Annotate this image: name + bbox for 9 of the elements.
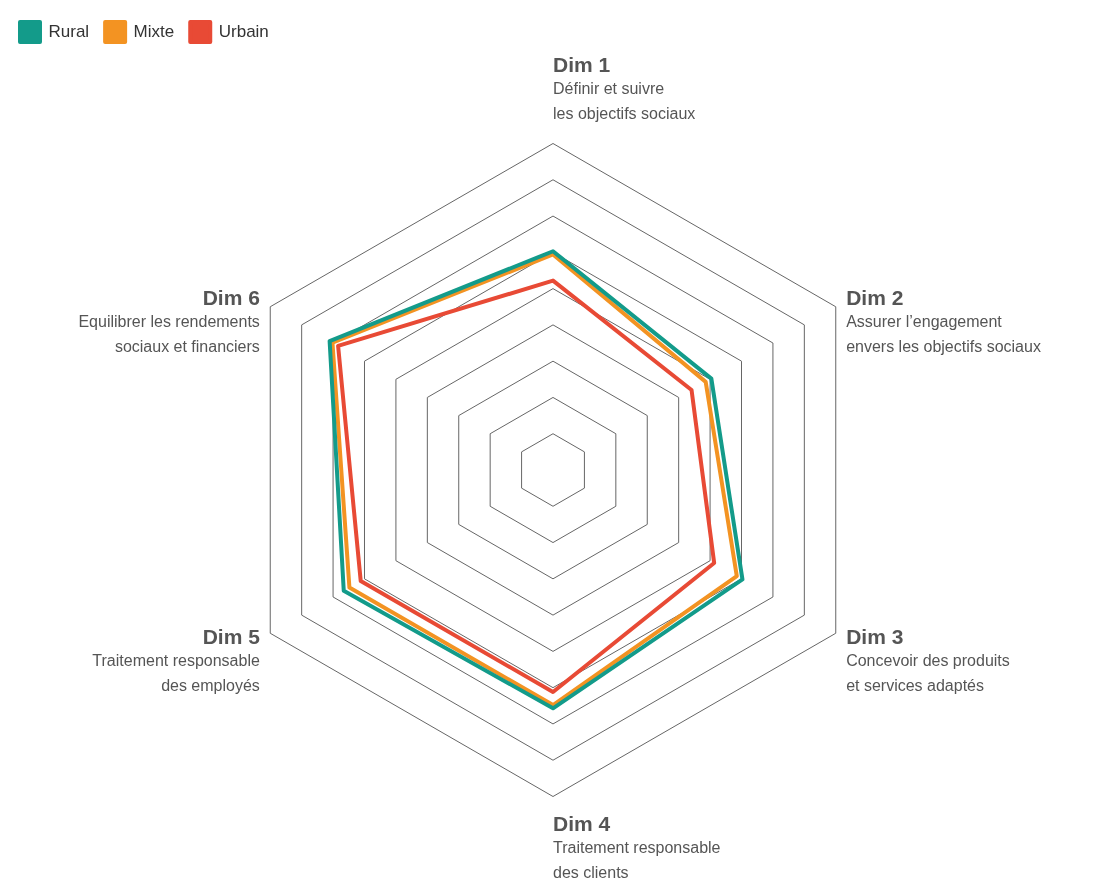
- legend-label: Mixte: [133, 21, 175, 41]
- spoke-label: Dim 3 Concevoir des produits et services adaptés: [846, 624, 1010, 694]
- legend-label: Urbain: [218, 21, 269, 41]
- spoke-label: Dim 6 Equilibrer les rendements sociaux et financiers: [78, 286, 260, 356]
- spoke-label: Dim 2 Assurer l’engagement envers les objectifs sociaux: [846, 286, 1041, 356]
- spoke-label: Dim 4 Traitement responsable des clients: [553, 811, 721, 881]
- spoke-label: Dim 5 Traitement responsable des employés: [92, 624, 261, 694]
- legend-label: Rural: [48, 21, 90, 41]
- spoke-label: Dim 1 Définir et suivre les objectifs sociaux: [553, 52, 696, 122]
